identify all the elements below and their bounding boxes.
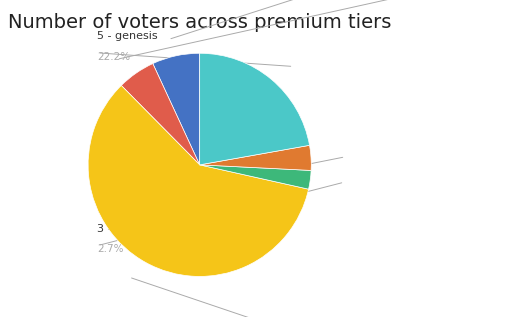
Text: 2.7%: 2.7%: [97, 244, 124, 254]
Text: 4 - generation: 4 - generation: [97, 184, 176, 194]
Text: 5 - genesis: 5 - genesis: [97, 31, 158, 41]
Wedge shape: [200, 145, 311, 171]
Wedge shape: [121, 64, 200, 165]
Text: 3.6%: 3.6%: [97, 205, 124, 215]
Text: 22.2%: 22.2%: [97, 52, 131, 61]
Text: 3 - pioneer: 3 - pioneer: [97, 224, 158, 234]
Wedge shape: [153, 53, 200, 165]
Text: Number of voters across premium tiers: Number of voters across premium tiers: [8, 13, 391, 32]
Wedge shape: [88, 86, 309, 276]
Wedge shape: [200, 165, 311, 189]
Wedge shape: [200, 53, 310, 165]
